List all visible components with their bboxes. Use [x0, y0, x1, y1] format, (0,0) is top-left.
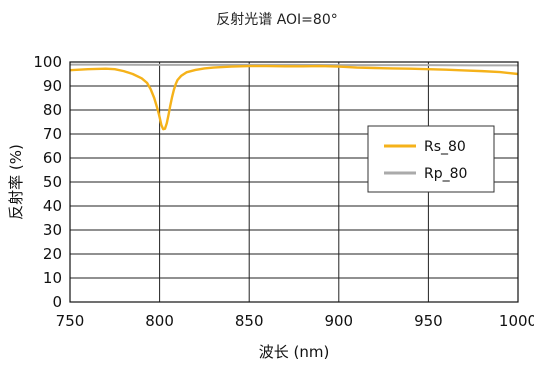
x-tick-labels: 750 800 850 900 950 1000 — [56, 312, 534, 330]
x-tick-label: 800 — [145, 312, 174, 330]
y-tick-label: 50 — [43, 173, 62, 191]
x-tick-label: 750 — [56, 312, 85, 330]
legend-box — [367, 125, 495, 193]
y-tick-label: 80 — [43, 101, 62, 119]
y-axis-label: 反射率 (%) — [7, 144, 25, 220]
y-tick-label: 40 — [43, 197, 62, 215]
y-tick-label: 10 — [43, 269, 62, 287]
y-tick-label: 20 — [43, 245, 62, 263]
legend-label: Rp_80 — [424, 166, 467, 182]
chart-legend: Rs_80 Rp_80 — [367, 125, 495, 193]
y-tick-label: 30 — [43, 221, 62, 239]
x-tick-label: 1000 — [499, 312, 534, 330]
x-tick-label: 850 — [235, 312, 264, 330]
plot-series — [69, 63, 519, 131]
y-tick-label: 70 — [43, 125, 62, 143]
y-tick-label: 90 — [43, 77, 62, 95]
legend-label: Rs_80 — [424, 139, 466, 155]
x-tick-label: 900 — [324, 312, 353, 330]
series-line-rp_80 — [70, 63, 518, 67]
y-tick-labels: 0 10 20 30 40 50 60 70 80 90 100 — [33, 53, 62, 311]
x-axis-label: 波长 (nm) — [259, 343, 330, 361]
y-tick-label: 60 — [43, 149, 62, 167]
y-tick-label: 100 — [33, 53, 62, 71]
x-tick-label: 950 — [414, 312, 443, 330]
series-line-rs_80 — [69, 64, 519, 131]
plot-frame — [69, 61, 519, 303]
chart-title: 反射光谱 AOI=80° — [216, 12, 337, 28]
y-tick-label: 0 — [52, 293, 62, 311]
